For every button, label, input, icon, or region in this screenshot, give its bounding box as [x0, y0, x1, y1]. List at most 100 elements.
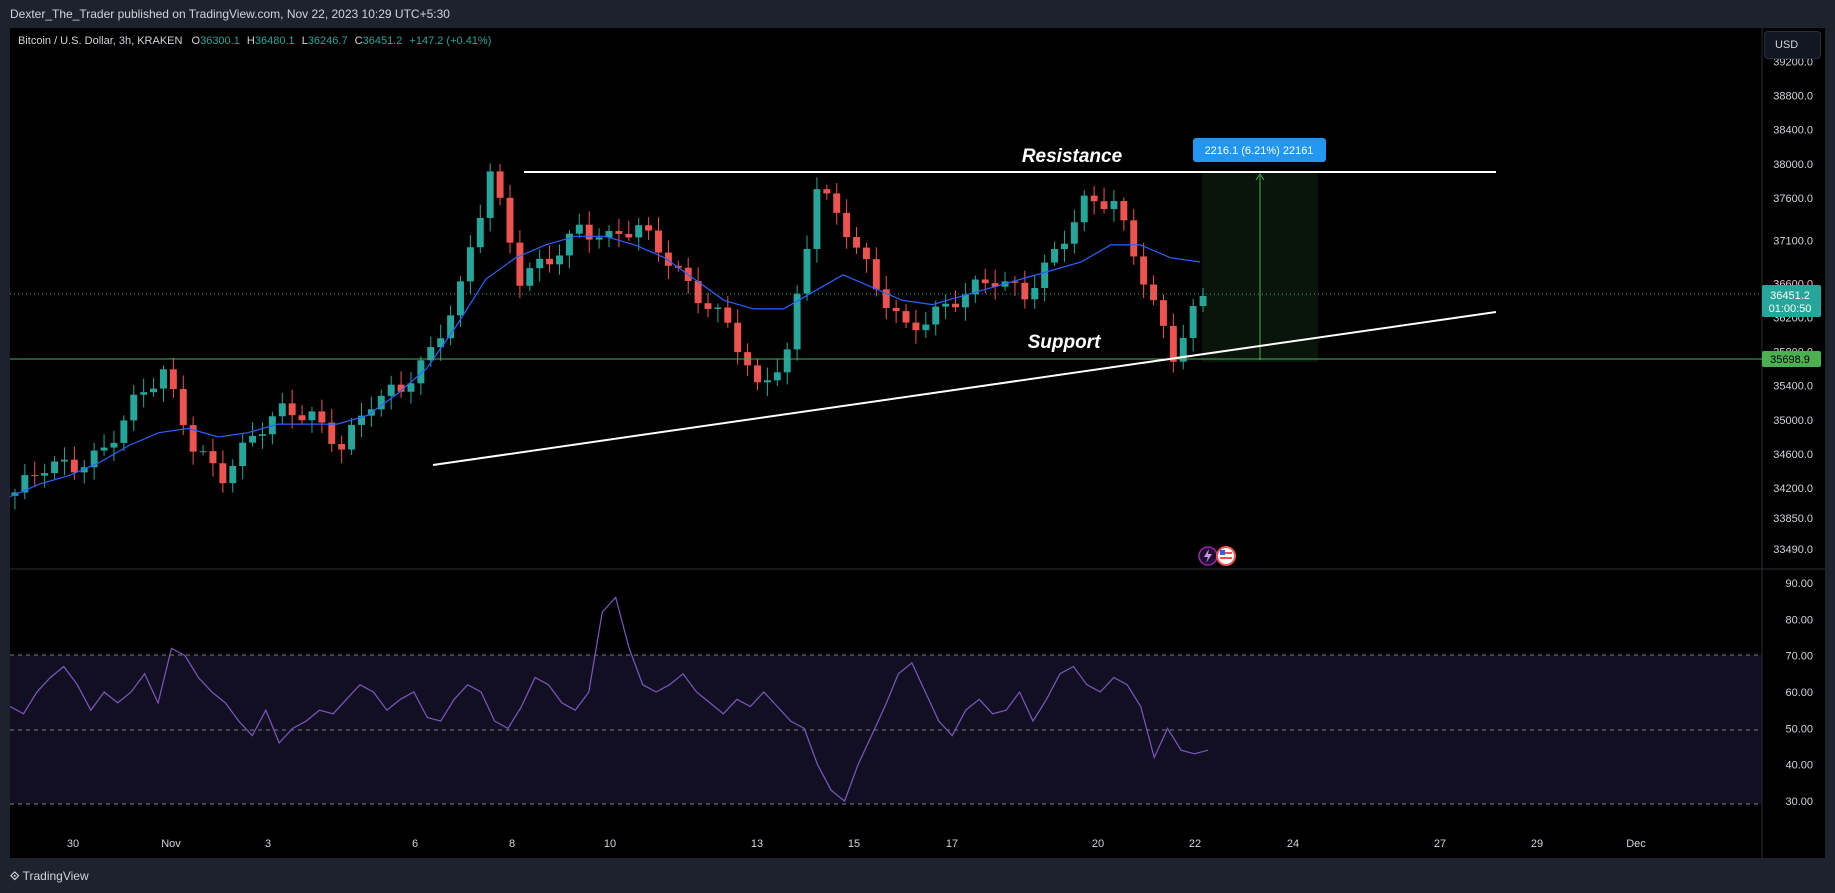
support-level-tag[interactable]	[1762, 351, 1821, 367]
candle-body[interactable]	[159, 369, 167, 389]
candle-body[interactable]	[565, 233, 573, 256]
candle-body[interactable]	[60, 459, 68, 462]
candle-body[interactable]	[793, 293, 801, 350]
candle-body[interactable]	[823, 189, 831, 194]
candle-body[interactable]	[427, 347, 435, 361]
candle-body[interactable]	[635, 225, 643, 238]
candle-body[interactable]	[714, 307, 722, 309]
candle-body[interactable]	[377, 395, 385, 410]
candle-body[interactable]	[694, 280, 702, 304]
candle-body[interactable]	[1110, 201, 1118, 210]
candle-body[interactable]	[259, 434, 266, 436]
candle-body[interactable]	[80, 467, 88, 473]
candle-body[interactable]	[932, 306, 940, 325]
candle-body[interactable]	[556, 255, 563, 265]
candle-body[interactable]	[288, 403, 296, 416]
tradingview-brand[interactable]: ⟐ TradingView	[10, 869, 89, 884]
candle-body[interactable]	[1021, 282, 1029, 300]
candle-body[interactable]	[1150, 284, 1158, 301]
candle-body[interactable]	[387, 384, 395, 396]
candle-body[interactable]	[575, 224, 583, 234]
candle-body[interactable]	[724, 307, 732, 323]
candle-body[interactable]	[912, 322, 920, 331]
candle-body[interactable]	[971, 279, 979, 295]
candle-body[interactable]	[447, 315, 455, 339]
candle-body[interactable]	[130, 394, 138, 421]
candle-body[interactable]	[872, 259, 880, 290]
candle-body[interactable]	[645, 225, 653, 231]
candle-body[interactable]	[437, 338, 445, 348]
candle-body[interactable]	[991, 283, 999, 287]
candle-body[interactable]	[595, 237, 603, 240]
candle-body[interactable]	[1090, 195, 1098, 202]
candle-body[interactable]	[605, 231, 613, 238]
candle-body[interactable]	[110, 442, 118, 448]
candle-body[interactable]	[150, 388, 158, 393]
candle-body[interactable]	[961, 294, 969, 308]
candle-body[interactable]	[1100, 201, 1108, 210]
candle-body[interactable]	[625, 233, 633, 238]
candle-body[interactable]	[843, 212, 851, 238]
candle-body[interactable]	[278, 403, 286, 417]
candle-body[interactable]	[120, 420, 128, 443]
candle-body[interactable]	[516, 242, 524, 286]
support-trendline[interactable]	[432, 311, 1497, 466]
candle-body[interactable]	[486, 171, 494, 218]
candle-body[interactable]	[496, 171, 504, 198]
candle-body[interactable]	[754, 365, 761, 383]
candle-body[interactable]	[1070, 222, 1078, 244]
candle-body[interactable]	[90, 450, 98, 468]
candle-body[interactable]	[1011, 281, 1019, 283]
candle-body[interactable]	[942, 303, 950, 307]
candle-body[interactable]	[140, 392, 148, 395]
candle-body[interactable]	[219, 463, 227, 484]
candle-body[interactable]	[862, 247, 870, 260]
us-flag-event-icon[interactable]	[1216, 546, 1236, 566]
candle-body[interactable]	[833, 193, 841, 213]
candle-body[interactable]	[1189, 306, 1197, 338]
candle-body[interactable]	[674, 265, 682, 268]
candle-body[interactable]	[536, 258, 544, 269]
candle-body[interactable]	[773, 372, 781, 381]
candle-body[interactable]	[813, 189, 821, 249]
candle-body[interactable]	[31, 475, 39, 477]
candle-body[interactable]	[189, 425, 197, 452]
candle-body[interactable]	[1159, 300, 1167, 326]
candle-body[interactable]	[328, 422, 336, 444]
candle-body[interactable]	[1120, 201, 1128, 221]
candle-body[interactable]	[199, 451, 207, 453]
candle-body[interactable]	[397, 384, 405, 392]
candle-body[interactable]	[734, 322, 742, 353]
candle-body[interactable]	[882, 289, 890, 308]
candle-body[interactable]	[51, 461, 59, 474]
candle-body[interactable]	[704, 303, 712, 309]
candle-body[interactable]	[169, 369, 177, 390]
candle-body[interactable]	[407, 383, 415, 392]
candle-body[interactable]	[457, 281, 464, 316]
candle-body[interactable]	[41, 473, 49, 476]
candle-body[interactable]	[1060, 243, 1068, 250]
candle-body[interactable]	[1041, 262, 1049, 289]
candle-body[interactable]	[546, 258, 554, 265]
candle-body[interactable]	[585, 224, 593, 240]
currency-button[interactable]: USD	[1764, 31, 1821, 59]
symbol-legend[interactable]: Bitcoin / U.S. Dollar, 3h, KRAKEN O36300…	[18, 35, 491, 47]
candle-body[interactable]	[1080, 195, 1088, 223]
candle-body[interactable]	[239, 442, 247, 467]
candle-body[interactable]	[308, 411, 316, 421]
candle-body[interactable]	[655, 230, 662, 253]
candle-body[interactable]	[70, 459, 78, 473]
candle-body[interactable]	[1179, 337, 1187, 362]
candle-body[interactable]	[902, 311, 910, 323]
candle-body[interactable]	[417, 360, 425, 384]
candle-body[interactable]	[506, 197, 514, 243]
candle-body[interactable]	[298, 415, 306, 421]
candle-body[interactable]	[1130, 220, 1138, 257]
candle-body[interactable]	[981, 279, 989, 284]
candle-body[interactable]	[209, 451, 217, 464]
candle-body[interactable]	[249, 435, 257, 443]
candle-body[interactable]	[358, 415, 365, 425]
candle-body[interactable]	[466, 247, 474, 282]
candle-body[interactable]	[476, 217, 484, 248]
